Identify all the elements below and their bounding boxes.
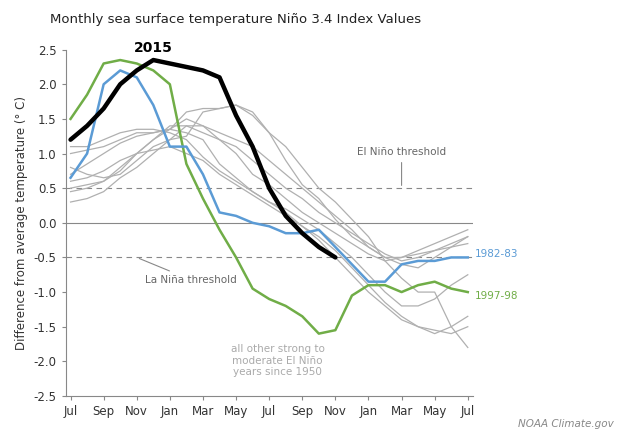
Text: all other strong to
moderate El Niño
years since 1950: all other strong to moderate El Niño yea…: [231, 344, 324, 377]
Text: 2015: 2015: [134, 41, 173, 55]
Text: 1997-98: 1997-98: [474, 291, 518, 301]
Text: Monthly sea surface temperature Niño 3.4 Index Values: Monthly sea surface temperature Niño 3.4…: [50, 13, 421, 26]
Text: La Niña threshold: La Niña threshold: [140, 259, 237, 285]
Y-axis label: Difference from average temperature (° C): Difference from average temperature (° C…: [15, 96, 28, 350]
Text: 1982-83: 1982-83: [474, 249, 518, 259]
Text: El Niño threshold: El Niño threshold: [357, 147, 446, 185]
Text: NOAA Climate.gov: NOAA Climate.gov: [518, 419, 614, 429]
